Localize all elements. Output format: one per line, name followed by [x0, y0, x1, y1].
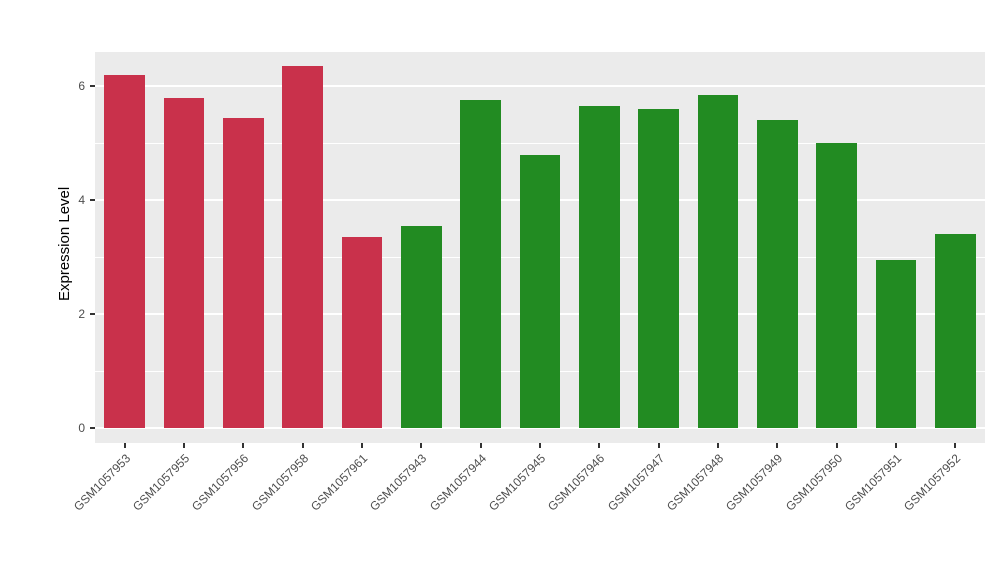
bar-GSM1057945 — [519, 154, 561, 428]
y-tick-label: 4 — [78, 193, 85, 208]
bar-GSM1057952 — [935, 234, 976, 428]
bar-GSM1057950 — [816, 143, 857, 428]
x-tick-label: GSM1057953 — [70, 451, 133, 514]
x-tick-label: GSM1057961 — [307, 451, 371, 514]
gridline-major — [95, 85, 985, 88]
bar-GSM1057947 — [638, 108, 679, 428]
x-tick-mark — [539, 443, 541, 448]
x-tick-mark — [598, 443, 601, 448]
y-tick-mark — [90, 313, 95, 316]
x-tick-label: GSM1057949 — [723, 451, 786, 514]
bar-GSM1057948 — [697, 94, 739, 428]
x-tick-mark — [895, 443, 897, 448]
x-tick-label: GSM1057950 — [782, 451, 845, 514]
bar-GSM1057956 — [223, 117, 264, 428]
x-tick-label: GSM1057945 — [485, 451, 549, 514]
x-tick-mark — [361, 443, 363, 448]
bar-GSM1057961 — [341, 237, 383, 428]
x-tick-mark — [835, 443, 838, 448]
gridline-minor — [95, 142, 985, 144]
x-tick-label: GSM1057946 — [545, 451, 608, 514]
x-tick-mark — [717, 443, 719, 448]
x-tick-mark — [301, 443, 304, 448]
y-tick-mark — [90, 427, 95, 429]
x-tick-mark — [123, 443, 126, 448]
x-tick-mark — [776, 443, 779, 448]
x-tick-label: GSM1057952 — [901, 451, 964, 514]
y-tick-mark — [90, 85, 95, 88]
bar-GSM1057953 — [104, 74, 145, 428]
x-tick-label: GSM1057943 — [367, 451, 430, 514]
x-tick-label: GSM1057956 — [189, 451, 252, 514]
x-tick-mark — [657, 443, 660, 448]
x-tick-mark — [479, 443, 482, 448]
plot-panel — [95, 52, 985, 443]
x-tick-label: GSM1057947 — [604, 451, 667, 514]
bar-GSM1057946 — [579, 106, 620, 428]
x-tick-mark — [420, 443, 423, 448]
bar-GSM1057958 — [282, 66, 323, 428]
x-tick-label: GSM1057955 — [129, 451, 193, 514]
x-tick-label: GSM1057944 — [426, 451, 489, 514]
x-tick-mark — [954, 443, 957, 448]
y-tick-mark — [90, 199, 95, 202]
x-tick-label: GSM1057958 — [248, 451, 311, 514]
x-tick-mark — [183, 443, 185, 448]
bar-GSM1057951 — [875, 259, 917, 428]
bar-GSM1057944 — [460, 100, 501, 428]
x-tick-label: GSM1057948 — [663, 451, 727, 514]
x-tick-mark — [242, 443, 245, 448]
x-tick-label: GSM1057951 — [841, 451, 905, 514]
gridline-major — [95, 427, 985, 429]
bar-GSM1057949 — [757, 120, 798, 428]
y-tick-label: 6 — [78, 79, 85, 94]
bar-GSM1057943 — [401, 225, 442, 428]
y-tick-label: 2 — [78, 307, 85, 322]
bar-GSM1057955 — [163, 97, 205, 428]
y-tick-label: 0 — [78, 421, 85, 435]
